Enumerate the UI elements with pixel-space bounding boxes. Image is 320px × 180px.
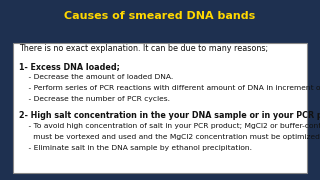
Text: - To avoid high concentration of salt in your PCR product; MgCl2 or buffer-conta: - To avoid high concentration of salt in…	[19, 123, 320, 129]
Text: - Decrease the number of PCR cycles.: - Decrease the number of PCR cycles.	[19, 96, 170, 102]
Text: - Decrease the amount of loaded DNA.: - Decrease the amount of loaded DNA.	[19, 74, 173, 80]
Text: 1- Excess DNA loaded;: 1- Excess DNA loaded;	[19, 62, 120, 71]
Text: There is no exact explanation. It can be due to many reasons;: There is no exact explanation. It can be…	[19, 44, 268, 53]
Text: must be vortexed and used and the MgCl2 concentration must be optimized.: must be vortexed and used and the MgCl2 …	[19, 134, 320, 140]
FancyBboxPatch shape	[13, 43, 307, 173]
Text: 2- High salt concentration in the your DNA sample or in your PCR product;: 2- High salt concentration in the your D…	[19, 111, 320, 120]
Text: - Eliminate salt in the DNA sample by ethanol precipitation.: - Eliminate salt in the DNA sample by et…	[19, 145, 252, 151]
Text: Causes of smeared DNA bands: Causes of smeared DNA bands	[64, 11, 256, 21]
Text: - Perform series of PCR reactions with different amount of DNA in increment of 0: - Perform series of PCR reactions with d…	[19, 85, 320, 91]
